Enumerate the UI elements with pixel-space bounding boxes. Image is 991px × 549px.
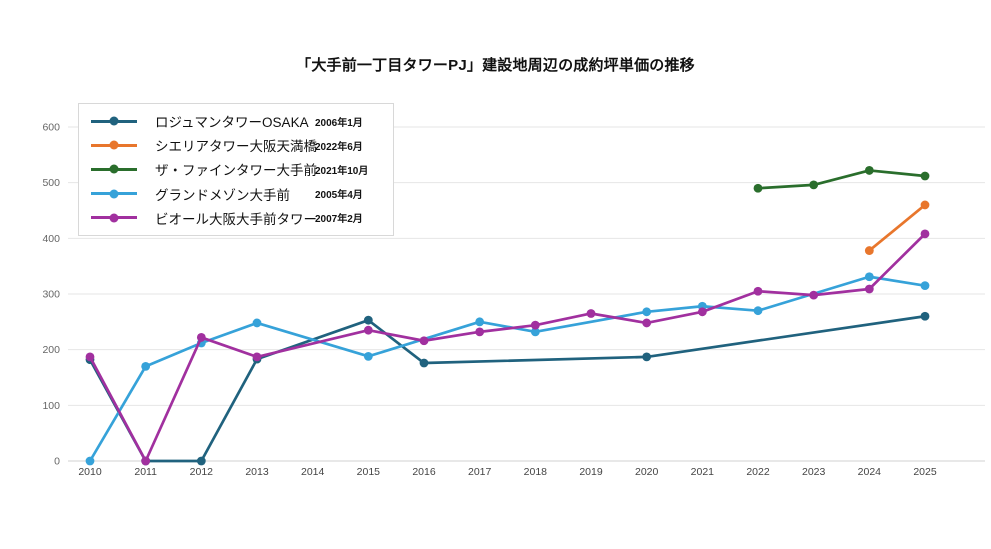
x-axis-tick-label: 2022 — [746, 466, 770, 478]
x-axis-tick-label: 2017 — [468, 466, 492, 478]
legend-color-line — [91, 189, 137, 199]
x-axis-tick-label: 2018 — [524, 466, 548, 478]
series-path — [88, 232, 927, 463]
series-0 — [85, 311, 930, 466]
data-point-marker — [920, 200, 930, 210]
data-point-marker — [530, 327, 540, 337]
data-point-marker — [419, 336, 429, 346]
data-point-marker — [85, 456, 95, 466]
y-axis-tick-label: 500 — [42, 177, 60, 189]
data-point-marker — [753, 183, 763, 193]
data-point-marker — [697, 307, 707, 317]
legend-color-line — [91, 164, 137, 174]
series-1 — [864, 200, 930, 255]
chart-title: 「大手前一丁目タワーPJ」建設地周辺の成約坪単価の推移 — [296, 57, 695, 74]
y-axis-tick-label: 100 — [42, 400, 60, 412]
data-point-marker — [141, 361, 151, 371]
data-point-marker — [85, 352, 95, 362]
legend-color-line — [91, 213, 137, 223]
x-axis-tick-label: 2016 — [412, 466, 436, 478]
x-axis-tick-label: 2012 — [190, 466, 214, 478]
data-point-marker — [864, 284, 874, 294]
data-point-marker — [642, 318, 652, 328]
legend-series-built-date: 2007年2月 — [315, 214, 363, 226]
x-axis-tick-label: 2013 — [245, 466, 269, 478]
legend-item: ビオール大阪大手前タワー 2007年2月 — [91, 206, 385, 230]
x-axis-tick-label: 2011 — [134, 466, 157, 478]
legend-color-dot — [109, 140, 119, 150]
data-point-marker — [363, 325, 373, 335]
data-point-marker — [920, 281, 930, 291]
legend-item: グランドメゾン大手前 2005年4月 — [91, 182, 385, 206]
legend-color-dot — [109, 213, 119, 223]
data-point-marker — [864, 246, 874, 255]
data-point-marker — [196, 456, 206, 466]
legend-series-built-date: 2005年4月 — [315, 190, 363, 202]
x-axis-tick-label: 2021 — [691, 466, 715, 478]
x-axis-tick-label: 2023 — [802, 466, 826, 478]
data-point-marker — [642, 307, 652, 317]
x-axis-tick-label: 2019 — [579, 466, 603, 478]
legend-color-line — [91, 116, 137, 126]
y-axis-tick-label: 200 — [42, 344, 60, 356]
data-point-marker — [642, 352, 652, 362]
y-axis-tick-label: 0 — [54, 456, 60, 468]
legend-series-name: ビオール大阪大手前タワー — [155, 211, 317, 227]
x-axis-tick-label: 2024 — [858, 466, 882, 478]
data-point-marker — [753, 286, 763, 296]
series-4 — [85, 229, 930, 466]
series-2 — [753, 166, 930, 193]
data-point-marker — [196, 333, 206, 342]
data-point-marker — [419, 358, 429, 368]
y-axis-tick-label: 300 — [42, 289, 60, 301]
x-axis-tick-label: 2020 — [635, 466, 659, 478]
data-point-marker — [530, 320, 540, 330]
legend-series-built-date: 2022年6月 — [315, 141, 363, 153]
x-axis-tick-label: 2010 — [78, 466, 102, 478]
y-axis-tick-label: 400 — [42, 233, 60, 245]
data-point-marker — [586, 309, 596, 318]
series-path — [756, 169, 927, 190]
legend-color-dot — [109, 164, 119, 174]
data-point-marker — [141, 456, 151, 466]
series-path — [867, 203, 927, 252]
data-point-marker — [809, 180, 819, 190]
legend-series-name: シエリアタワー大阪天満橋 — [155, 139, 317, 155]
legend-series-name: グランドメゾン大手前 — [155, 187, 290, 203]
x-axis-tick-label: 2015 — [357, 466, 381, 478]
legend-series-name: ザ・ファインタワー大手前 — [155, 163, 317, 179]
data-point-marker — [920, 229, 930, 239]
x-axis-tick-label: 2014 — [301, 466, 325, 478]
legend-color-dot — [109, 116, 119, 126]
data-point-marker — [363, 351, 373, 361]
legend-color-dot — [109, 189, 119, 199]
series-path — [88, 275, 927, 463]
legend-item: ロジュマンタワーOSAKA 2006年1月 — [91, 109, 385, 133]
legend-series-built-date: 2021年10月 — [315, 165, 369, 177]
legend-series-built-date: 2006年1月 — [315, 117, 363, 129]
legend-series-name: ロジュマンタワーOSAKA — [155, 115, 309, 131]
legend-box: ロジュマンタワーOSAKA 2006年1月 シエリアタワー大阪天満橋 2022年6月ザ… — [78, 103, 394, 236]
legend-color-line — [91, 140, 137, 150]
data-point-marker — [753, 306, 763, 316]
data-point-marker — [363, 315, 373, 325]
data-point-marker — [252, 352, 262, 362]
series-3 — [85, 272, 930, 466]
data-point-marker — [864, 272, 874, 282]
data-point-marker — [809, 290, 819, 300]
x-axis-tick-label: 2025 — [913, 466, 937, 478]
data-point-marker — [864, 166, 874, 175]
data-point-marker — [920, 311, 930, 321]
legend-item: シエリアタワー大阪天満橋 2022年6月 — [91, 133, 385, 157]
data-point-marker — [920, 171, 930, 181]
y-axis-tick-label: 600 — [42, 122, 60, 134]
data-point-marker — [475, 317, 485, 327]
data-point-marker — [475, 327, 485, 337]
legend-item: ザ・ファインタワー大手前 2021年10月 — [91, 157, 385, 181]
data-point-marker — [252, 318, 262, 328]
